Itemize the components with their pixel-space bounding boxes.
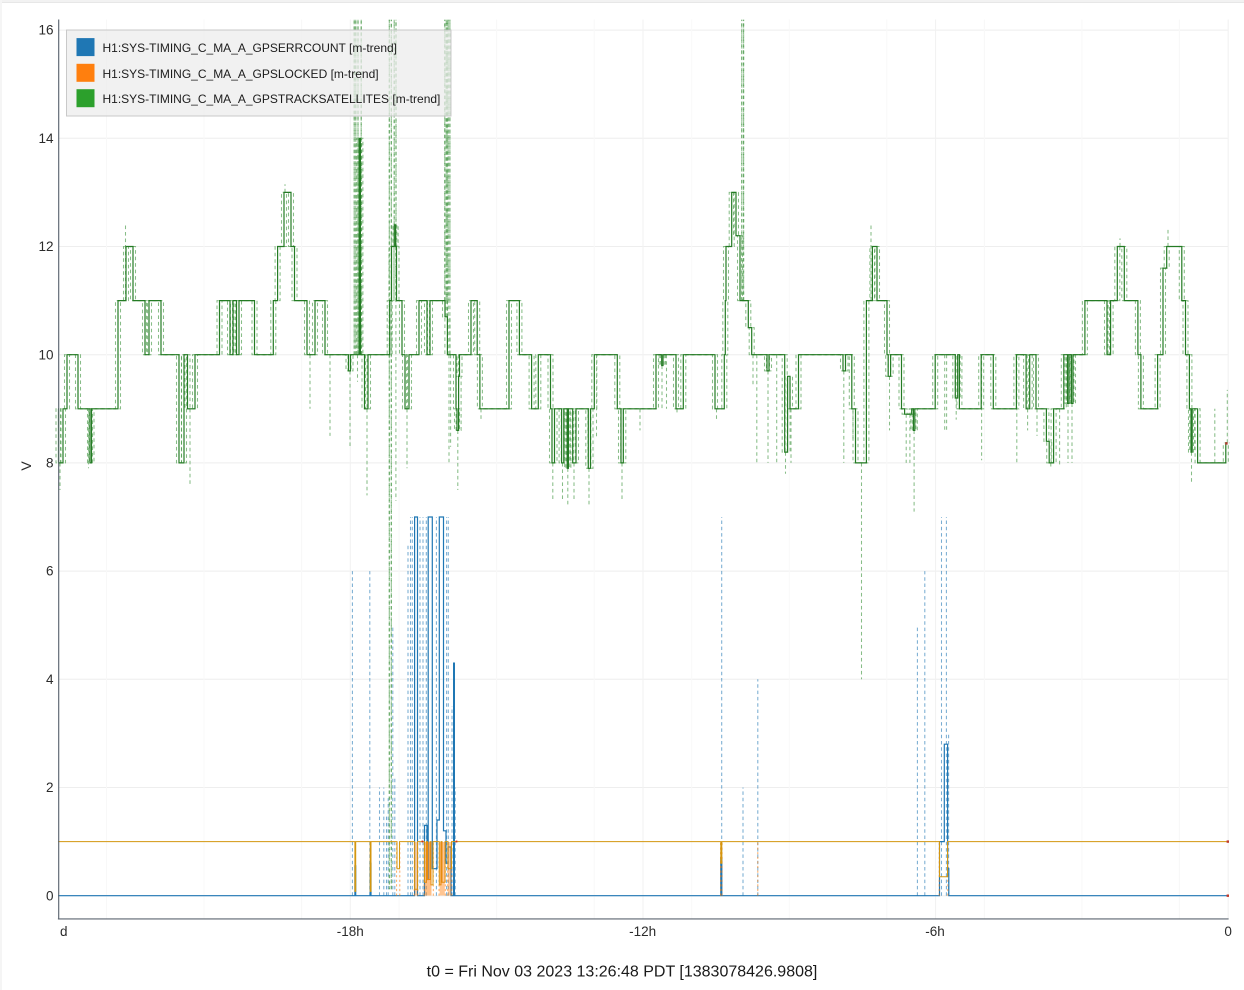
svg-text:H1:SYS-TIMING_C_MA_A_GPSTRACKS: H1:SYS-TIMING_C_MA_A_GPSTRACKSATELLITES … [103, 92, 441, 106]
svg-text:4: 4 [46, 672, 54, 687]
svg-text:0: 0 [1224, 924, 1232, 939]
svg-text:-12h: -12h [629, 924, 656, 939]
svg-text:-18h: -18h [337, 924, 364, 939]
svg-text:8: 8 [46, 456, 54, 471]
svg-text:0: 0 [46, 888, 54, 903]
svg-text:6: 6 [46, 564, 54, 579]
svg-text:H1:SYS-TIMING_C_MA_A_GPSERRCOU: H1:SYS-TIMING_C_MA_A_GPSERRCOUNT [m-tren… [103, 41, 398, 55]
svg-text:-6h: -6h [925, 924, 945, 939]
svg-text:V: V [18, 461, 34, 471]
svg-text:t0 = Fri Nov 03 2023 13:26:48: t0 = Fri Nov 03 2023 13:26:48 PDT [13830… [427, 964, 818, 981]
svg-text:d: d [60, 924, 68, 939]
svg-text:16: 16 [38, 23, 53, 38]
svg-text:2: 2 [46, 780, 54, 795]
svg-text:10: 10 [38, 347, 53, 362]
svg-text:14: 14 [38, 131, 54, 146]
svg-text:H1:SYS-TIMING_C_MA_A_GPSLOCKED: H1:SYS-TIMING_C_MA_A_GPSLOCKED [m-trend] [103, 67, 379, 81]
svg-text:12: 12 [38, 239, 53, 254]
